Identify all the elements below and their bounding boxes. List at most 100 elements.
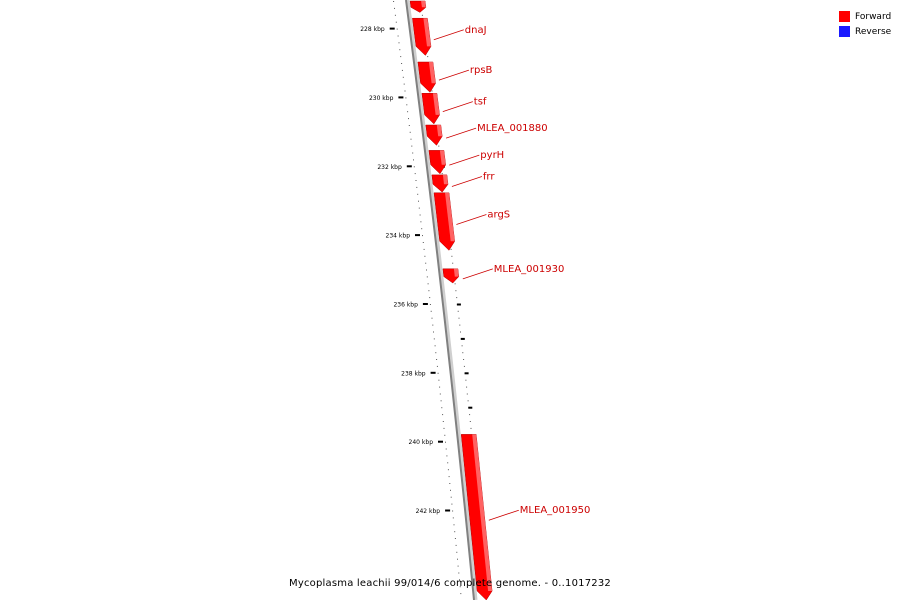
inner-tick	[447, 462, 449, 464]
inner-tick	[416, 186, 418, 188]
gene-label: rpsB	[470, 65, 493, 76]
gene-label: dnaJ	[465, 25, 487, 36]
inner-tick	[426, 276, 428, 278]
outer-tick	[465, 379, 467, 381]
gene-features	[409, 0, 493, 600]
inner-tick	[444, 434, 446, 436]
outer-tick	[427, 56, 429, 58]
gene-label: MLEA_001880	[477, 123, 548, 134]
gene-labels: dnaJ rpsB tsf MLEA_001880 pyrH frr argS MLEA_00…	[433, 25, 591, 521]
outer-tick	[455, 290, 457, 292]
inner-tick	[459, 586, 461, 588]
outer-tick	[466, 393, 468, 395]
legend-item-reverse: Reverse	[839, 24, 891, 39]
inner-tick-marks	[393, 1, 462, 595]
legend-forward-label: Forward	[855, 11, 892, 22]
inner-tick	[428, 290, 430, 292]
scale-tick	[422, 303, 428, 305]
inner-tick	[434, 345, 436, 347]
inner-tick	[414, 173, 416, 175]
outer-major-tick	[464, 372, 469, 375]
inner-tick	[438, 379, 440, 381]
inner-tick	[395, 21, 397, 23]
inner-tick	[422, 242, 424, 243]
outer-tick	[461, 345, 463, 347]
reverse-swatch	[839, 26, 850, 37]
outer-tick	[451, 255, 453, 257]
genome-backbone	[405, 0, 475, 600]
gene-arrow-highlight	[423, 18, 431, 47]
forward-swatch	[839, 11, 850, 22]
inner-tick	[439, 393, 441, 395]
inner-tick	[460, 593, 462, 595]
outer-tick	[457, 310, 459, 312]
inner-tick	[412, 152, 414, 154]
outer-tick	[450, 248, 452, 250]
gene-label: argS	[487, 210, 510, 221]
outer-tick	[456, 297, 458, 299]
inner-tick	[398, 42, 400, 44]
gene-leader-line	[462, 268, 493, 280]
scale-tick	[438, 440, 443, 443]
inner-tick	[456, 551, 458, 553]
gene-arrow-highlight	[432, 93, 440, 115]
inner-tick	[454, 538, 456, 539]
scale-label: 234 kbp	[386, 233, 411, 240]
scale-label: 228 kbp	[360, 26, 385, 33]
inner-tick	[419, 214, 421, 216]
inner-tick	[436, 365, 438, 367]
genome-backbone-shadow	[405, 0, 478, 600]
inner-tick	[433, 338, 435, 340]
inner-tick	[442, 421, 444, 422]
legend-item-forward: Forward	[839, 9, 891, 24]
inner-tick	[413, 166, 415, 168]
gene-leader-line	[488, 509, 519, 521]
scale-label: 232 kbp	[377, 164, 402, 171]
inner-tick	[440, 400, 442, 402]
outer-tick	[458, 317, 460, 319]
inner-tick	[445, 441, 446, 443]
gene-label: MLEA_001930	[494, 264, 565, 275]
inner-tick	[457, 558, 458, 560]
inner-tick	[418, 207, 420, 209]
outer-tick	[463, 365, 465, 367]
gene-leader-line	[433, 29, 464, 41]
inner-tick	[436, 359, 438, 360]
inner-tick	[403, 83, 405, 85]
outer-major-tick	[460, 337, 465, 340]
gene-leader-line	[442, 101, 473, 112]
outer-tick	[438, 145, 440, 147]
inner-tick	[457, 565, 459, 567]
inner-tick	[409, 131, 411, 133]
outer-tick	[469, 421, 471, 422]
scale-marks: 228 kbp 230 kbp 232 kbp 234 kbp 236 kbp 238 k…	[360, 26, 451, 515]
inner-tick	[397, 35, 399, 37]
inner-tick	[442, 414, 444, 416]
inner-tick	[407, 111, 409, 113]
inner-tick	[394, 7, 395, 9]
inner-tick	[408, 118, 409, 120]
inner-tick	[396, 28, 398, 30]
scale-label: 230 kbp	[369, 95, 394, 102]
inner-tick	[443, 427, 445, 429]
inner-tick	[427, 283, 429, 285]
inner-tick	[454, 531, 456, 533]
outer-tick	[441, 173, 443, 175]
gene-leader-line	[449, 154, 480, 166]
inner-tick	[450, 496, 452, 498]
outer-tick	[421, 14, 423, 16]
scale-tick	[398, 96, 404, 99]
gene-label: MLEA_001950	[520, 505, 591, 516]
inner-tick	[406, 104, 408, 106]
inner-tick	[452, 517, 454, 519]
gene-arrow-highlight	[445, 192, 455, 242]
outer-tick	[460, 331, 461, 333]
gene-label: frr	[483, 172, 495, 183]
inner-tick	[425, 262, 427, 264]
inner-tick	[410, 138, 412, 140]
inner-tick	[439, 386, 441, 388]
outer-tick	[452, 262, 454, 264]
outer-tick	[463, 359, 465, 360]
inner-tick	[447, 469, 449, 471]
